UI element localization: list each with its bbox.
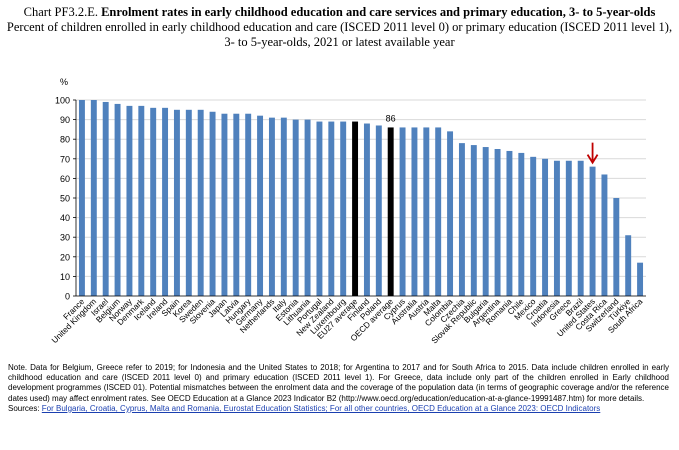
bar [197,109,204,296]
y-tick-label: 80 [60,135,70,145]
y-tick-label: 70 [60,154,70,164]
bar [458,143,465,296]
bar [470,145,477,296]
bar [530,156,537,296]
sources-line: Sources: For Bulgaria, Croatia, Cyprus, … [8,404,669,414]
bar [138,105,145,296]
bar [209,111,216,296]
sources-link[interactable]: For Bulgaria, Croatia, Cyprus, Malta and… [41,403,601,413]
bar [114,103,121,296]
bar [613,198,620,296]
bar [435,127,442,296]
bar [423,127,430,296]
bar [328,121,335,296]
bar [387,127,394,296]
bar [589,166,596,296]
sources-label: Sources: [8,403,42,413]
chart-note: Note. Data for Belgium, Greece refer to … [8,363,669,414]
y-tick-label: 90 [60,115,70,125]
bar [173,109,180,296]
bar [221,113,228,296]
y-tick-label: 30 [60,233,70,243]
bar [553,160,560,296]
bar [280,117,287,296]
bar [292,119,299,296]
bar [542,158,549,296]
note-text: Note. Data for Belgium, Greece refer to … [8,363,669,403]
bar [363,123,370,296]
bar [268,117,275,296]
bar [233,113,240,296]
bar [185,109,192,296]
bar [399,127,406,296]
bar [162,107,169,296]
y-tick-label: 50 [60,194,70,204]
bar [447,131,454,296]
y-tick-label: 20 [60,252,70,262]
bar [565,160,572,296]
bar [577,160,584,296]
chart-title-text: Enrolment rates in early childhood educa… [101,5,656,19]
bar [482,147,489,296]
bar [352,121,359,296]
bar [637,262,644,296]
y-tick-label: 40 [60,213,70,223]
chart-title-block: Chart PF3.2.E. Enrolment rates in early … [6,5,673,50]
y-tick-label: 100 [55,96,70,106]
bar [126,105,133,296]
bar [340,121,347,296]
bar [375,125,382,296]
bar [102,101,109,297]
bar [506,150,513,296]
bar [494,149,501,296]
chart-subtitle: Percent of children enrolled in early ch… [6,20,673,49]
bar [257,115,264,297]
bar [625,235,632,296]
bar [245,113,252,296]
bar [90,100,97,296]
y-tick-label: 0 [65,292,70,302]
bar [316,121,323,296]
data-label: 86 [386,113,396,123]
y-axis-unit-label: % [60,77,68,87]
y-tick-label: 60 [60,174,70,184]
chart-title: Chart PF3.2.E. Enrolment rates in early … [6,5,673,20]
bar [78,100,85,296]
bar [411,127,418,296]
y-tick-label: 10 [60,272,70,282]
bar [518,152,525,296]
bar [601,174,608,296]
chart-id: Chart PF3.2.E. [23,5,98,19]
bar [304,119,311,296]
arrow-marker-head [586,154,599,165]
bar [150,107,157,296]
